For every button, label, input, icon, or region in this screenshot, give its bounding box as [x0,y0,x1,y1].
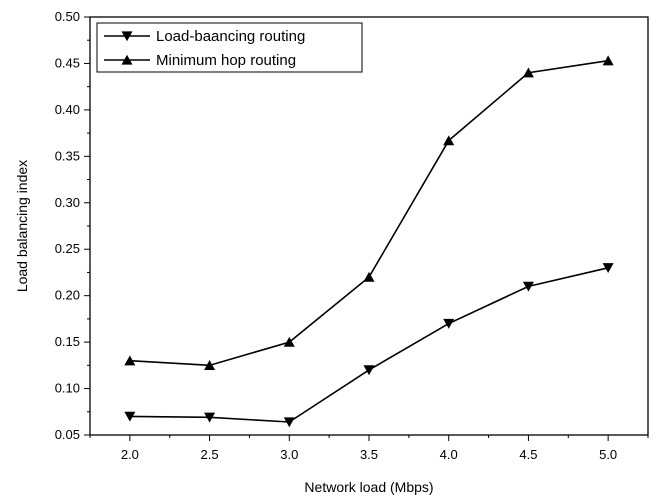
x-tick-label: 3.0 [280,447,298,462]
data-point-load-balancing [443,318,455,329]
data-point-minimum-hop [443,135,455,146]
y-tick-label: 0.40 [55,102,80,117]
data-point-load-balancing [522,281,534,292]
y-axis-ticks: 0.05 0.10 0.15 0.20 0.25 0.30 0.35 0.40 0.45 0.50 [55,9,90,442]
legend-box [96,22,363,73]
y-tick-label: 0.20 [55,288,80,303]
x-axis-ticks: 2.0 2.5 3.0 3.5 4.0 4.5 5.0 [89,435,649,462]
x-tick-label: 4.0 [440,447,458,462]
y-axis-label: Load balancing index [14,160,30,292]
x-tick-label: 2.0 [121,447,139,462]
x-tick-label: 5.0 [599,447,617,462]
legend-label-load-balancing: Load-baancing routing [156,28,305,45]
y-tick-label: 0.05 [55,427,80,442]
x-tick-label: 4.5 [519,447,537,462]
y-tick-label: 0.25 [55,241,80,256]
data-point-load-balancing [602,263,614,274]
legend-entries: Load-baancing routing Minimum hop routing [104,28,305,69]
data-point-load-balancing [204,412,216,423]
legend-label-minimum-hop: Minimum hop routing [156,52,296,69]
series-line-minimum-hop [129,59,609,367]
x-tick-label: 2.5 [201,447,219,462]
data-point-minimum-hop [204,360,216,371]
data-point-minimum-hop [283,336,295,347]
y-tick-label: 0.45 [55,55,80,70]
legend-marker-minimum-hop [121,54,133,65]
data-point-minimum-hop [522,67,534,78]
y-tick-label: 0.30 [55,195,80,210]
y-tick-label: 0.50 [55,9,80,24]
y-tick-label: 0.15 [55,334,80,349]
legend: Load-baancing routing Minimum hop routing [96,22,363,73]
x-axis-label: Network load (Mbps) [304,479,433,495]
series-layer [124,55,614,428]
y-tick-label: 0.35 [55,148,80,163]
data-point-minimum-hop [602,55,614,66]
data-point-load-balancing [124,411,136,422]
data-point-minimum-hop [124,355,136,366]
data-point-load-balancing [363,365,375,376]
data-point-load-balancing [283,417,295,428]
data-point-minimum-hop [363,271,375,282]
y-tick-label: 0.10 [55,381,80,396]
legend-marker-load-balancing [121,31,133,42]
series-line-load-balancing [129,267,609,423]
x-tick-label: 3.5 [360,447,378,462]
